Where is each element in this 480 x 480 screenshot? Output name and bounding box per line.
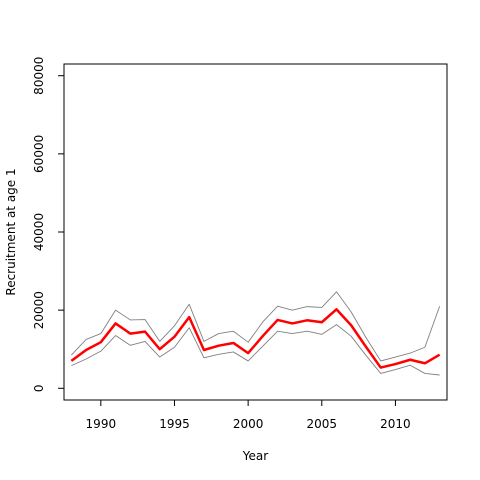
y-axis-title: Recruitment at age 1: [4, 168, 18, 295]
y-tick-label: 60000: [32, 135, 46, 173]
y-tick-label: 40000: [32, 213, 46, 251]
x-axis: 1990 1995 2000 2005 2010: [86, 400, 411, 431]
x-tick-label: 2010: [380, 417, 411, 431]
x-tick-label: 2005: [307, 417, 338, 431]
plot-frame: [63, 63, 448, 401]
y-tick-label: 0: [32, 384, 46, 392]
y-axis: 0 20000 40000 60000 80000: [32, 57, 64, 392]
y-tick-label: 20000: [32, 291, 46, 329]
x-tick-label: 1990: [86, 417, 117, 431]
series-layer: [70, 291, 441, 376]
lower-bound-line: [71, 324, 440, 376]
upper-bound-line: [71, 291, 441, 362]
x-tick-label: 1995: [159, 417, 190, 431]
x-axis-title: Year: [242, 449, 268, 463]
x-tick-label: 2000: [233, 417, 264, 431]
y-tick-label: 80000: [32, 57, 46, 95]
estimate-series-line: [70, 308, 441, 369]
